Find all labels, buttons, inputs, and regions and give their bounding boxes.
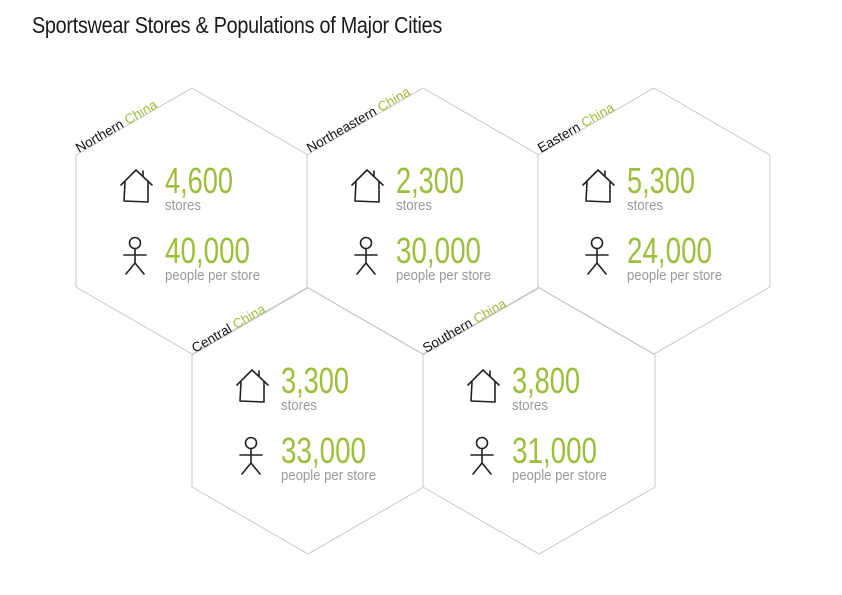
person-icon	[123, 236, 147, 275]
stores-count: 5,300	[627, 160, 695, 201]
people-per-store-label: people per store	[165, 267, 260, 284]
people-per-store-label: people per store	[512, 467, 607, 484]
house-icon	[467, 369, 500, 403]
hexagon-outline	[422, 287, 656, 555]
stores-count: 3,300	[281, 360, 349, 401]
people-per-store-count: 33,000	[281, 430, 366, 471]
house-icon	[120, 169, 153, 203]
people-per-store-label: people per store	[396, 267, 491, 284]
page-title: Sportswear Stores & Populations of Major…	[32, 12, 443, 38]
person-icon	[354, 236, 378, 275]
stores-count: 3,800	[512, 360, 580, 401]
stores-count: 4,600	[165, 160, 233, 201]
person-icon	[239, 436, 263, 475]
house-icon	[236, 369, 269, 403]
stores-label: stores	[165, 197, 201, 214]
stores-label: stores	[281, 397, 317, 414]
stores-label: stores	[627, 197, 663, 214]
person-icon	[470, 436, 494, 475]
people-per-store-label: people per store	[627, 267, 722, 284]
stores-count: 2,300	[396, 160, 464, 201]
people-per-store-count: 24,000	[627, 230, 712, 271]
person-icon	[585, 236, 609, 275]
people-per-store-label: people per store	[281, 467, 376, 484]
people-per-store-count: 40,000	[165, 230, 250, 271]
stores-label: stores	[512, 397, 548, 414]
people-per-store-count: 30,000	[396, 230, 481, 271]
people-per-store-count: 31,000	[512, 430, 597, 471]
stores-label: stores	[396, 197, 432, 214]
house-icon	[351, 169, 384, 203]
house-icon	[582, 169, 615, 203]
